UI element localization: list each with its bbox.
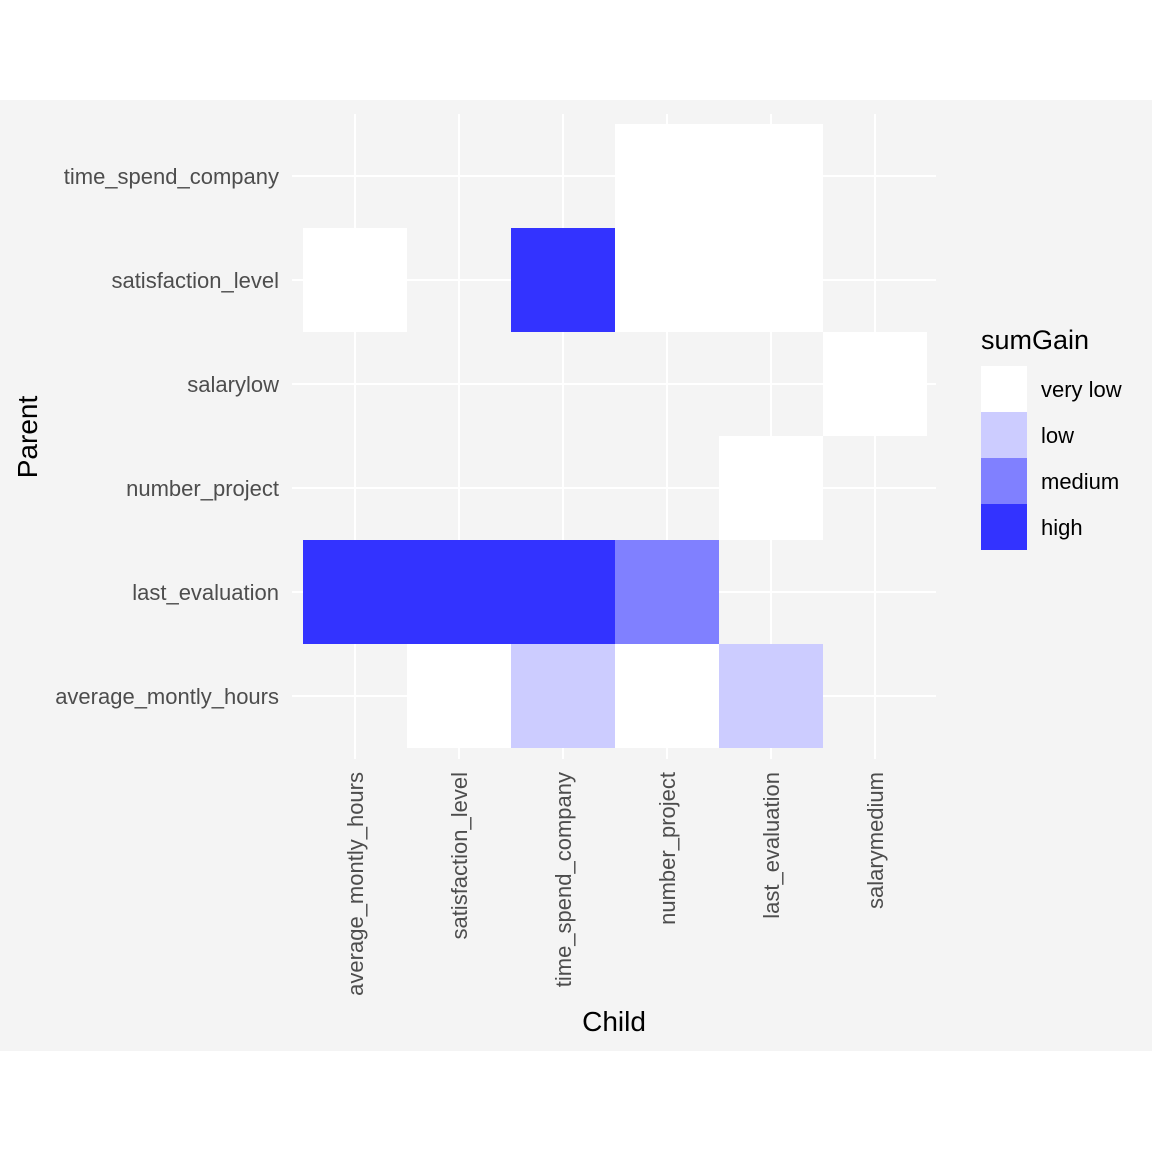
legend-label-very-low: very low	[1041, 377, 1122, 402]
legend-title: sumGain	[981, 325, 1089, 355]
heatmap-cells	[303, 124, 927, 748]
cell-time-spend-company-to-number-project	[615, 124, 719, 228]
y-tick-labels: average_montly_hours last_evaluation numbe…	[55, 164, 279, 709]
cell-average-montly-hours-to-last-evaluation	[719, 644, 823, 748]
x-tick-label-time-spend-company: time_spend_company	[551, 772, 576, 987]
y-tick-label-salarylow: salarylow	[187, 372, 279, 397]
cell-satisfaction-level-to-number-project	[615, 228, 719, 332]
cell-last-evaluation-to-satisfaction-level	[407, 540, 511, 644]
y-tick-label-time-spend-company: time_spend_company	[64, 164, 279, 189]
x-tick-labels: average_montly_hours satisfaction_level ti…	[343, 772, 888, 996]
x-tick-label-number-project: number_project	[655, 772, 680, 925]
legend-key-low	[981, 412, 1027, 458]
cell-last-evaluation-to-average-montly-hours	[303, 540, 407, 644]
x-tick-label-average-montly-hours: average_montly_hours	[343, 772, 368, 996]
cell-average-montly-hours-to-time-spend-company	[511, 644, 615, 748]
legend-key-very-low	[981, 366, 1027, 412]
cell-number-project-to-last-evaluation	[719, 436, 823, 540]
x-tick-label-satisfaction-level: satisfaction_level	[447, 772, 472, 940]
cell-satisfaction-level-to-average-montly-hours	[303, 228, 407, 332]
cell-satisfaction-level-to-last-evaluation	[719, 228, 823, 332]
y-tick-label-number-project: number_project	[126, 476, 279, 501]
cell-average-montly-hours-to-number-project	[615, 644, 719, 748]
legend-label-low: low	[1041, 423, 1074, 448]
cell-average-montly-hours-to-satisfaction-level	[407, 644, 511, 748]
y-tick-label-average-montly-hours: average_montly_hours	[55, 684, 279, 709]
legend-label-high: high	[1041, 515, 1083, 540]
x-tick-label-salarymedium: salarymedium	[863, 772, 888, 909]
cell-last-evaluation-to-time-spend-company	[511, 540, 615, 644]
legend-key-high	[981, 504, 1027, 550]
legend: sumGain very low low medium high	[981, 325, 1122, 550]
cell-time-spend-company-to-last-evaluation	[719, 124, 823, 228]
x-tick-label-last-evaluation: last_evaluation	[759, 772, 784, 919]
y-axis-title: Parent	[12, 396, 43, 479]
cell-satisfaction-level-to-time-spend-company	[511, 228, 615, 332]
x-axis-title: Child	[582, 1006, 646, 1037]
legend-label-medium: medium	[1041, 469, 1119, 494]
y-tick-label-satisfaction-level: satisfaction_level	[111, 268, 279, 293]
cell-last-evaluation-to-number-project	[615, 540, 719, 644]
cell-salarylow-to-salarymedium	[823, 332, 927, 436]
legend-key-medium	[981, 458, 1027, 504]
y-tick-label-last-evaluation: last_evaluation	[132, 580, 279, 605]
